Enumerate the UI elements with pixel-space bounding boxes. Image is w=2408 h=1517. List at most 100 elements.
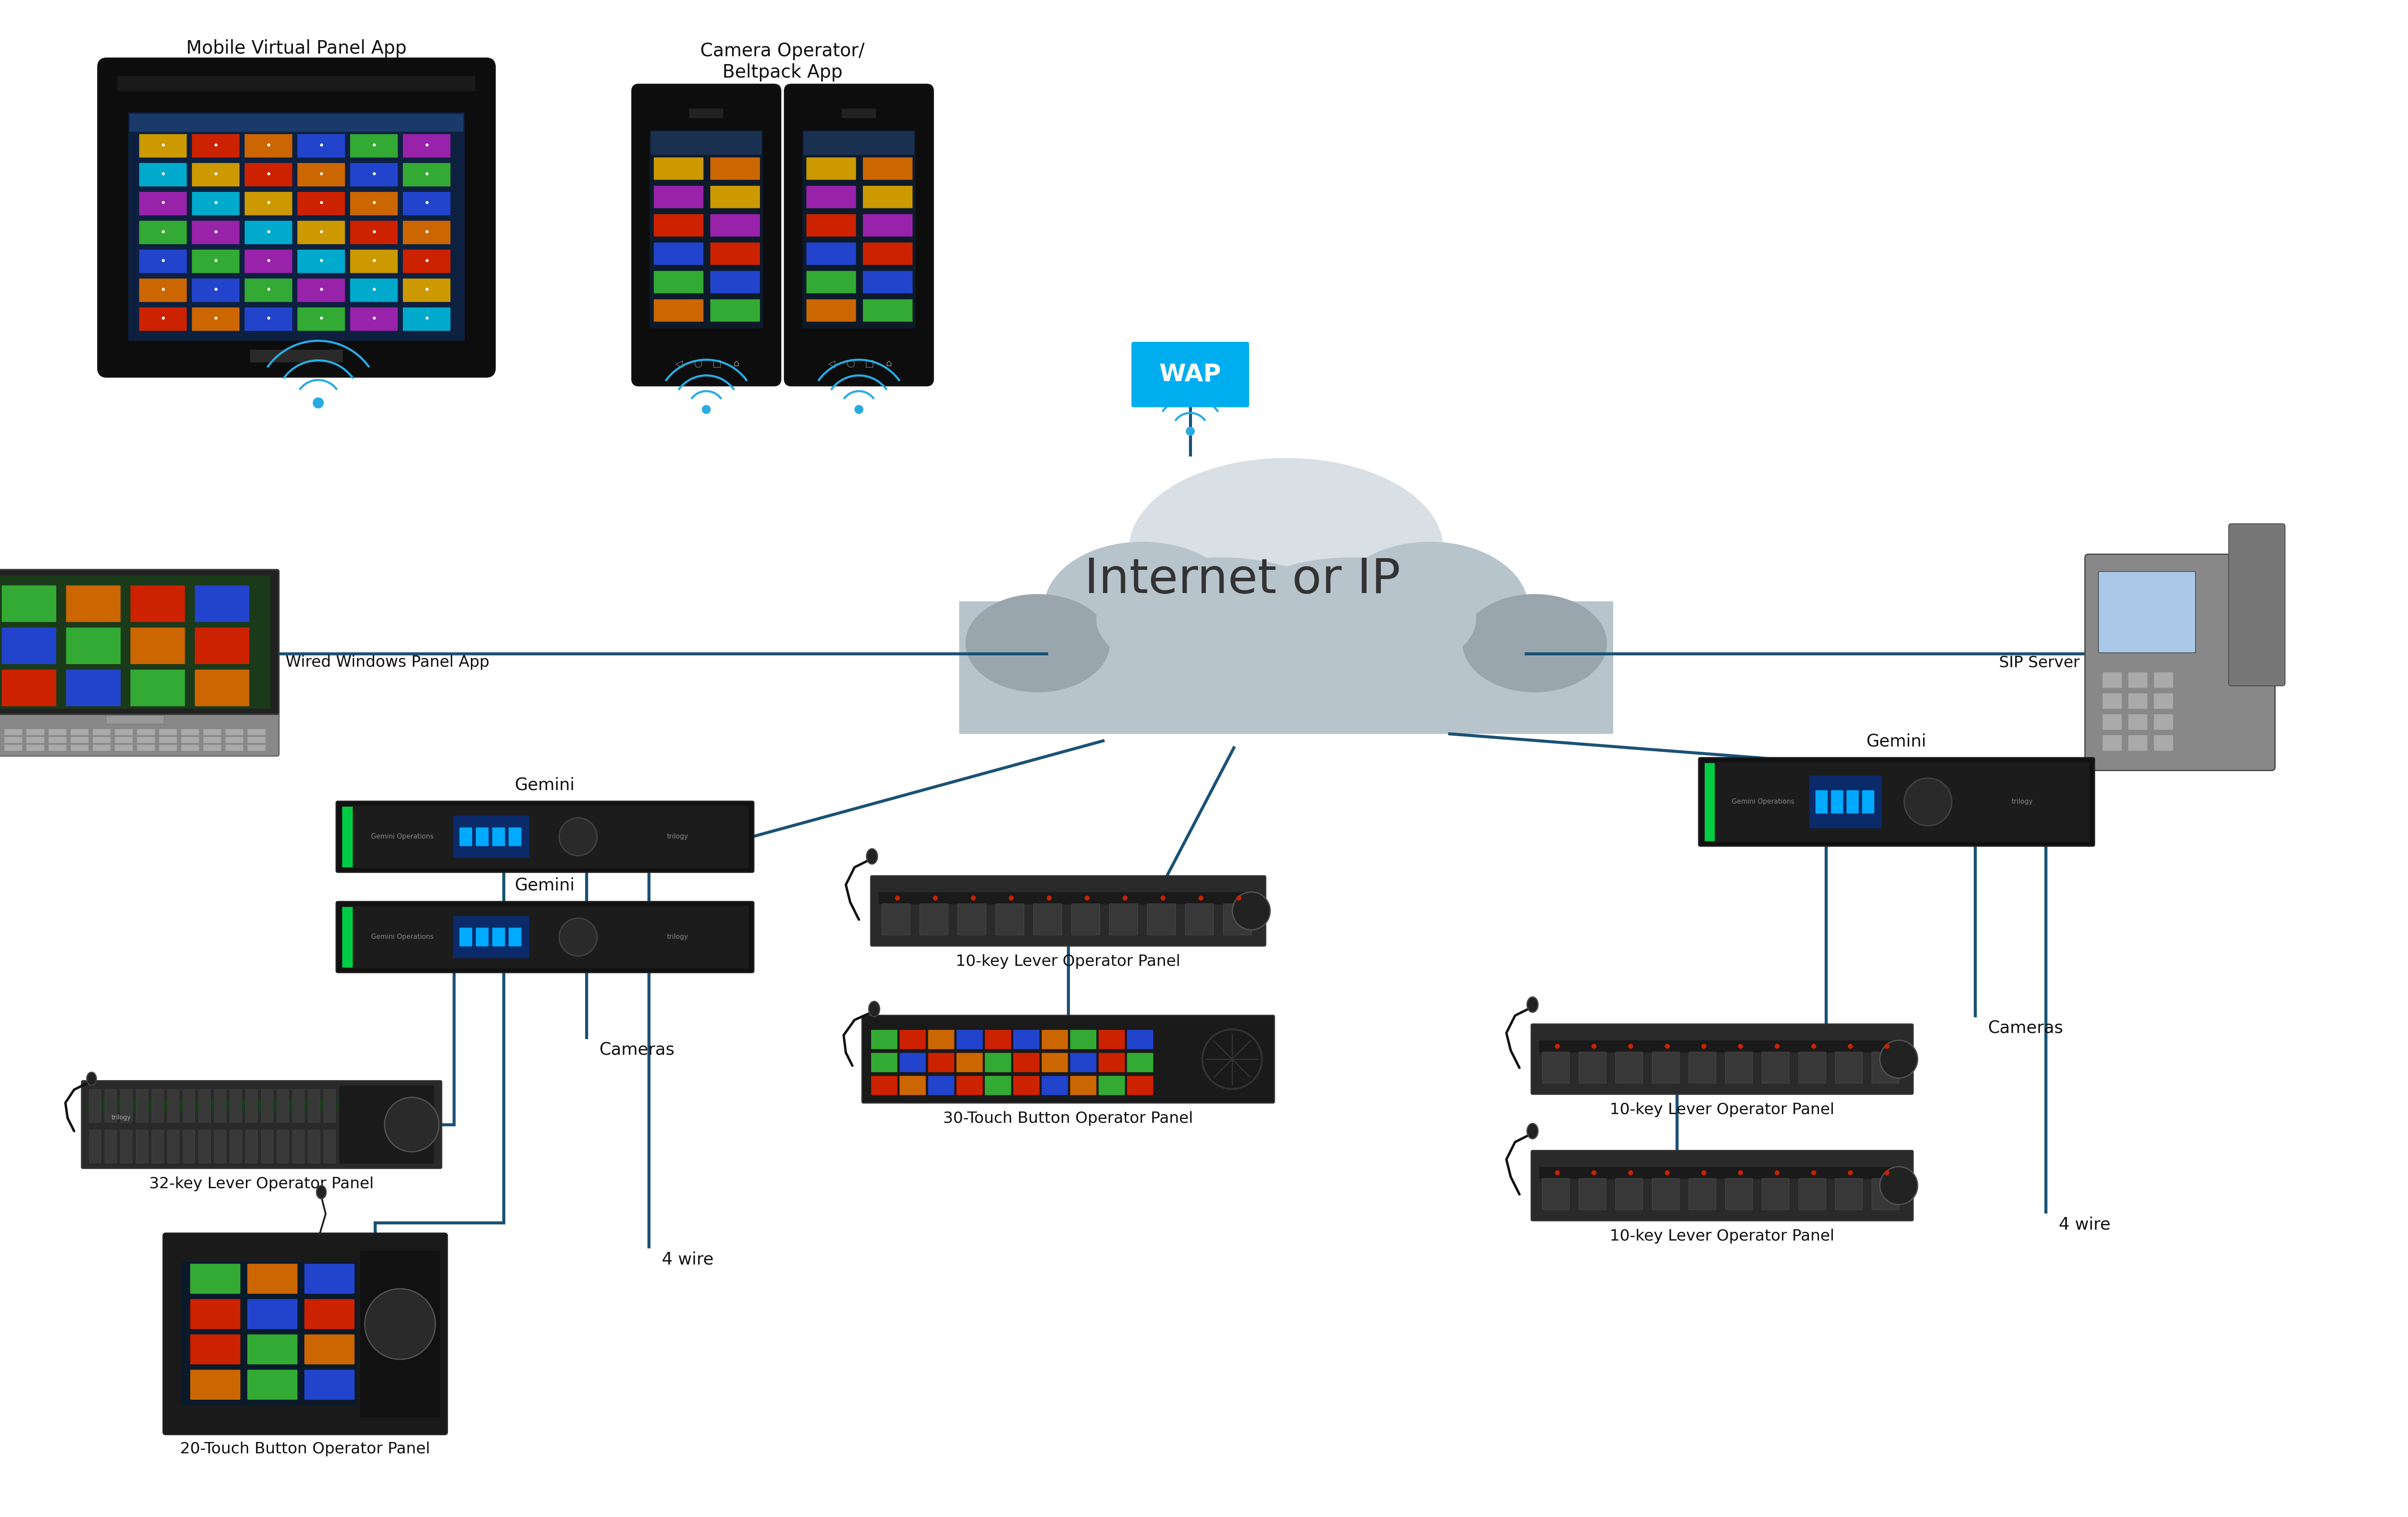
- Circle shape: [970, 897, 975, 900]
- FancyBboxPatch shape: [296, 191, 344, 215]
- Text: Mobile Virtual Panel App: Mobile Virtual Panel App: [185, 39, 407, 58]
- FancyBboxPatch shape: [26, 737, 43, 743]
- FancyBboxPatch shape: [140, 162, 188, 187]
- FancyBboxPatch shape: [349, 250, 397, 273]
- Text: Gemini Operations: Gemini Operations: [371, 833, 433, 840]
- FancyBboxPatch shape: [508, 827, 523, 846]
- FancyBboxPatch shape: [1014, 1030, 1040, 1050]
- Circle shape: [364, 1289, 436, 1359]
- FancyBboxPatch shape: [710, 214, 761, 237]
- FancyBboxPatch shape: [985, 1076, 1011, 1095]
- Circle shape: [385, 1097, 438, 1151]
- FancyBboxPatch shape: [26, 730, 43, 736]
- FancyBboxPatch shape: [1069, 1030, 1096, 1050]
- FancyBboxPatch shape: [985, 1030, 1011, 1050]
- FancyBboxPatch shape: [190, 1335, 241, 1364]
- FancyBboxPatch shape: [655, 243, 703, 265]
- Text: Cameras: Cameras: [1989, 1019, 2064, 1036]
- FancyBboxPatch shape: [89, 1089, 101, 1123]
- FancyBboxPatch shape: [246, 133, 291, 158]
- Circle shape: [1199, 897, 1204, 900]
- Text: ◁: ◁: [828, 360, 836, 369]
- FancyBboxPatch shape: [106, 1130, 116, 1164]
- Text: Camera Operator/
Beltpack App: Camera Operator/ Beltpack App: [701, 42, 864, 82]
- FancyBboxPatch shape: [807, 243, 855, 265]
- FancyBboxPatch shape: [231, 1089, 241, 1123]
- FancyBboxPatch shape: [1727, 1179, 1753, 1209]
- FancyBboxPatch shape: [956, 1030, 982, 1050]
- FancyBboxPatch shape: [140, 221, 188, 244]
- FancyBboxPatch shape: [190, 1370, 241, 1400]
- FancyBboxPatch shape: [169, 1089, 178, 1123]
- FancyBboxPatch shape: [2153, 736, 2172, 751]
- FancyBboxPatch shape: [231, 1130, 241, 1164]
- FancyBboxPatch shape: [296, 279, 344, 302]
- Text: 30-Touch Button Operator Panel: 30-Touch Button Operator Panel: [944, 1112, 1194, 1126]
- Ellipse shape: [1332, 542, 1529, 675]
- FancyBboxPatch shape: [181, 730, 200, 736]
- FancyBboxPatch shape: [872, 1030, 898, 1050]
- FancyBboxPatch shape: [195, 669, 250, 707]
- FancyBboxPatch shape: [226, 745, 243, 751]
- FancyBboxPatch shape: [246, 279, 291, 302]
- FancyBboxPatch shape: [349, 162, 397, 187]
- FancyBboxPatch shape: [2097, 572, 2196, 652]
- FancyBboxPatch shape: [65, 628, 120, 664]
- FancyBboxPatch shape: [296, 308, 344, 331]
- FancyBboxPatch shape: [710, 185, 761, 208]
- FancyBboxPatch shape: [140, 308, 188, 331]
- FancyBboxPatch shape: [140, 191, 188, 215]
- FancyBboxPatch shape: [308, 1130, 320, 1164]
- FancyBboxPatch shape: [927, 1076, 954, 1095]
- FancyBboxPatch shape: [120, 1130, 132, 1164]
- Text: WAP: WAP: [1158, 363, 1221, 387]
- FancyBboxPatch shape: [303, 1264, 354, 1294]
- Circle shape: [1122, 897, 1127, 900]
- Circle shape: [1592, 1044, 1597, 1048]
- FancyBboxPatch shape: [214, 1130, 226, 1164]
- FancyBboxPatch shape: [901, 1030, 927, 1050]
- FancyBboxPatch shape: [1871, 1051, 1900, 1083]
- FancyBboxPatch shape: [1799, 1051, 1825, 1083]
- FancyBboxPatch shape: [491, 928, 506, 947]
- FancyBboxPatch shape: [807, 299, 855, 322]
- FancyBboxPatch shape: [130, 669, 185, 707]
- FancyBboxPatch shape: [246, 221, 291, 244]
- Ellipse shape: [1045, 542, 1240, 675]
- FancyBboxPatch shape: [1705, 762, 2090, 842]
- FancyBboxPatch shape: [116, 730, 132, 736]
- FancyBboxPatch shape: [1185, 904, 1214, 934]
- FancyBboxPatch shape: [402, 133, 450, 158]
- FancyBboxPatch shape: [291, 1089, 303, 1123]
- FancyBboxPatch shape: [226, 730, 243, 736]
- FancyBboxPatch shape: [337, 801, 754, 872]
- FancyBboxPatch shape: [202, 737, 222, 743]
- FancyBboxPatch shape: [862, 214, 913, 237]
- FancyBboxPatch shape: [291, 1130, 303, 1164]
- Text: Internet or IP: Internet or IP: [1084, 557, 1401, 602]
- FancyBboxPatch shape: [159, 730, 176, 736]
- FancyBboxPatch shape: [159, 745, 176, 751]
- FancyBboxPatch shape: [193, 191, 238, 215]
- Text: trilogy: trilogy: [667, 833, 689, 840]
- Circle shape: [1233, 892, 1271, 930]
- FancyBboxPatch shape: [340, 1086, 433, 1164]
- Text: Wired Windows Panel App: Wired Windows Panel App: [287, 655, 489, 671]
- FancyBboxPatch shape: [82, 1080, 441, 1168]
- FancyBboxPatch shape: [140, 133, 188, 158]
- FancyBboxPatch shape: [1799, 1179, 1825, 1209]
- FancyBboxPatch shape: [99, 59, 496, 376]
- Text: trilogy: trilogy: [2011, 798, 2032, 806]
- FancyBboxPatch shape: [862, 272, 913, 293]
- FancyBboxPatch shape: [655, 299, 703, 322]
- FancyBboxPatch shape: [277, 1089, 289, 1123]
- FancyBboxPatch shape: [181, 745, 200, 751]
- FancyBboxPatch shape: [277, 1130, 289, 1164]
- FancyBboxPatch shape: [710, 299, 761, 322]
- FancyBboxPatch shape: [246, 308, 291, 331]
- Circle shape: [1556, 1044, 1560, 1048]
- Text: 32-key Lever Operator Panel: 32-key Lever Operator Panel: [149, 1177, 373, 1191]
- FancyBboxPatch shape: [802, 130, 915, 328]
- FancyBboxPatch shape: [323, 1089, 335, 1123]
- FancyBboxPatch shape: [65, 669, 120, 707]
